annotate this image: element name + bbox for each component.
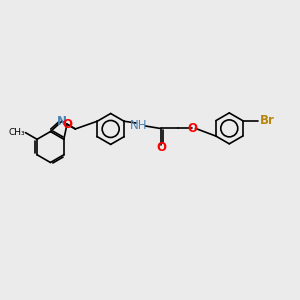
Text: O: O	[188, 122, 197, 135]
Text: NH: NH	[130, 119, 148, 133]
Text: O: O	[156, 141, 166, 154]
Text: N: N	[57, 115, 67, 128]
Text: CH₃: CH₃	[8, 128, 25, 137]
Text: O: O	[62, 118, 72, 131]
Text: Br: Br	[260, 114, 274, 127]
